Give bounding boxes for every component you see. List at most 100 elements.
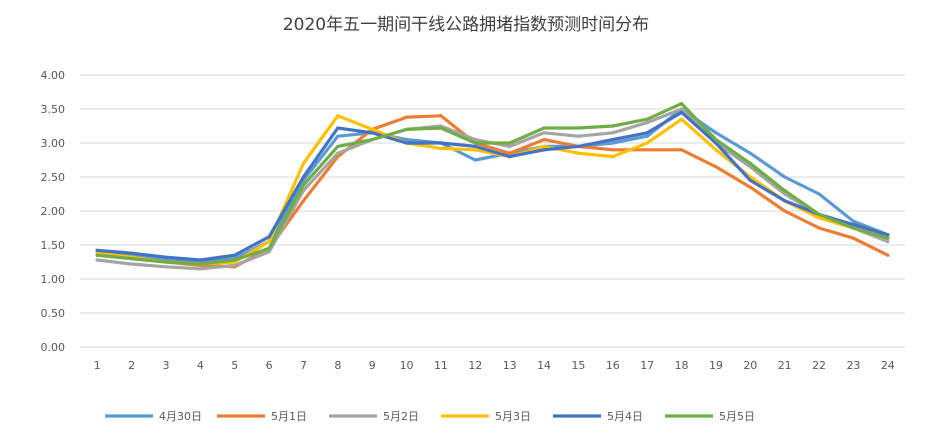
data-point: [473, 158, 477, 162]
data-point: [336, 134, 340, 138]
data-point: [439, 114, 443, 118]
y-tick-label: 3.00: [41, 137, 66, 150]
data-point: [886, 240, 890, 244]
data-point: [817, 192, 821, 196]
data-point: [508, 155, 512, 159]
data-point: [233, 258, 237, 262]
data-point: [679, 107, 684, 111]
y-tick-label: 2.00: [41, 205, 66, 218]
data-point: [748, 151, 752, 155]
data-point: [95, 253, 99, 257]
data-point: [267, 235, 271, 239]
data-point: [404, 115, 409, 119]
data-point: [611, 131, 615, 135]
data-point: [164, 255, 168, 259]
x-tick-label: 13: [503, 359, 517, 372]
data-point: [336, 151, 340, 155]
x-tick-label: 16: [606, 359, 620, 372]
data-point: [576, 126, 581, 130]
data-point: [817, 212, 821, 216]
data-point: [851, 236, 856, 240]
data-point: [198, 267, 202, 271]
legend: 4月30日 5月1日 5月2日 5月3日 5月4日 5月5日: [105, 410, 755, 423]
data-point: [817, 216, 821, 220]
x-tick-label: 20: [743, 359, 757, 372]
x-tick-label: 14: [537, 359, 551, 372]
data-point: [645, 148, 649, 152]
data-point: [611, 155, 615, 159]
data-point: [645, 141, 649, 145]
data-point: [336, 114, 340, 118]
data-point: [301, 199, 306, 203]
data-point: [301, 183, 306, 187]
data-point: [198, 262, 202, 266]
series-lines: [95, 101, 890, 271]
y-tick-label: 2.50: [41, 171, 66, 184]
data-point: [439, 141, 443, 145]
legend-label: 4月30日: [159, 410, 202, 423]
y-tick-label: 0.50: [41, 307, 66, 320]
data-point: [542, 131, 546, 135]
data-point: [439, 126, 443, 130]
data-point: [645, 121, 649, 125]
y-axis-ticks: 0.00 0.50 1.00 1.50 2.00 2.50 3.00 3.50 4.00: [41, 69, 66, 354]
data-point: [748, 185, 752, 189]
data-point: [611, 141, 615, 145]
data-point: [336, 144, 340, 148]
gridlines: [80, 74, 905, 348]
series-line-1: [95, 107, 890, 264]
data-point: [508, 151, 512, 155]
data-point: [129, 257, 134, 261]
legend-label: 5月4日: [607, 410, 643, 423]
data-point: [370, 131, 374, 135]
x-tick-label: 21: [778, 359, 792, 372]
x-tick-label: 18: [675, 359, 689, 372]
x-tick-label: 11: [434, 359, 448, 372]
data-point: [370, 127, 374, 131]
x-tick-label: 8: [334, 359, 341, 372]
data-point: [198, 258, 202, 262]
x-tick-label: 24: [881, 359, 895, 372]
data-point: [817, 226, 821, 230]
x-tick-label: 6: [266, 359, 273, 372]
data-point: [473, 148, 477, 152]
data-point: [164, 265, 168, 269]
data-point: [267, 246, 271, 250]
data-point: [576, 134, 581, 138]
data-point: [886, 233, 890, 237]
data-point: [679, 148, 684, 152]
data-point: [611, 124, 615, 128]
data-point: [886, 253, 890, 257]
data-point: [645, 117, 649, 121]
x-tick-label: 23: [846, 359, 860, 372]
data-point: [611, 148, 615, 152]
data-point: [783, 199, 787, 203]
data-point: [301, 175, 306, 179]
x-tick-label: 5: [231, 359, 238, 372]
data-point: [267, 240, 271, 244]
data-point: [95, 258, 99, 262]
data-point: [851, 226, 856, 230]
data-point: [714, 141, 718, 145]
legend-label: 5月2日: [383, 410, 419, 423]
data-point: [783, 192, 787, 196]
data-point: [473, 138, 477, 142]
data-point: [645, 131, 649, 135]
x-tick-label: 10: [400, 359, 414, 372]
series-line-5: [95, 110, 890, 262]
x-tick-label: 2: [128, 359, 135, 372]
data-point: [370, 138, 374, 142]
data-point: [714, 148, 718, 152]
x-tick-label: 1: [94, 359, 101, 372]
data-point: [783, 189, 787, 193]
data-point: [783, 209, 787, 213]
data-point: [679, 110, 684, 114]
data-point: [508, 144, 512, 148]
data-point: [267, 250, 271, 254]
x-tick-label: 7: [300, 359, 307, 372]
data-point: [645, 134, 649, 138]
x-tick-label: 15: [571, 359, 585, 372]
data-point: [542, 144, 546, 148]
